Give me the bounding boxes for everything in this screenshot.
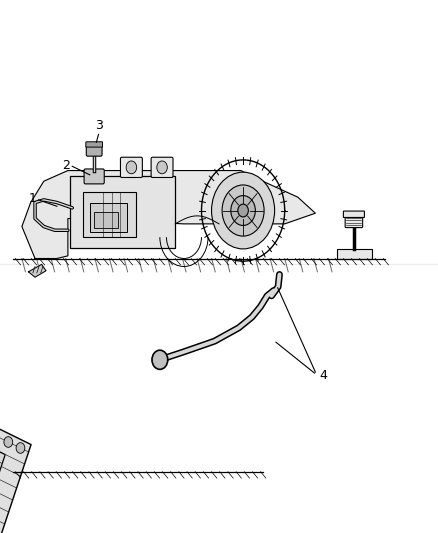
Circle shape xyxy=(4,437,13,447)
FancyBboxPatch shape xyxy=(70,176,175,248)
Text: 1: 1 xyxy=(29,192,37,205)
Polygon shape xyxy=(28,264,46,277)
FancyBboxPatch shape xyxy=(343,211,364,217)
FancyBboxPatch shape xyxy=(86,145,102,156)
Circle shape xyxy=(126,161,137,174)
FancyBboxPatch shape xyxy=(83,192,136,237)
FancyBboxPatch shape xyxy=(90,203,127,232)
Circle shape xyxy=(238,204,248,217)
Circle shape xyxy=(231,196,255,225)
Circle shape xyxy=(152,350,168,369)
Text: 4: 4 xyxy=(320,369,328,382)
Polygon shape xyxy=(0,389,31,533)
Circle shape xyxy=(212,172,275,249)
Polygon shape xyxy=(22,171,315,259)
FancyBboxPatch shape xyxy=(86,142,102,147)
Text: 3: 3 xyxy=(95,119,102,132)
FancyBboxPatch shape xyxy=(345,216,363,228)
Circle shape xyxy=(16,442,25,453)
FancyBboxPatch shape xyxy=(337,249,372,259)
Circle shape xyxy=(157,161,167,174)
Text: 2: 2 xyxy=(62,159,70,172)
FancyBboxPatch shape xyxy=(151,157,173,177)
FancyBboxPatch shape xyxy=(84,169,104,184)
Circle shape xyxy=(222,185,264,236)
FancyBboxPatch shape xyxy=(120,157,142,177)
Polygon shape xyxy=(0,413,5,520)
FancyBboxPatch shape xyxy=(94,212,118,228)
